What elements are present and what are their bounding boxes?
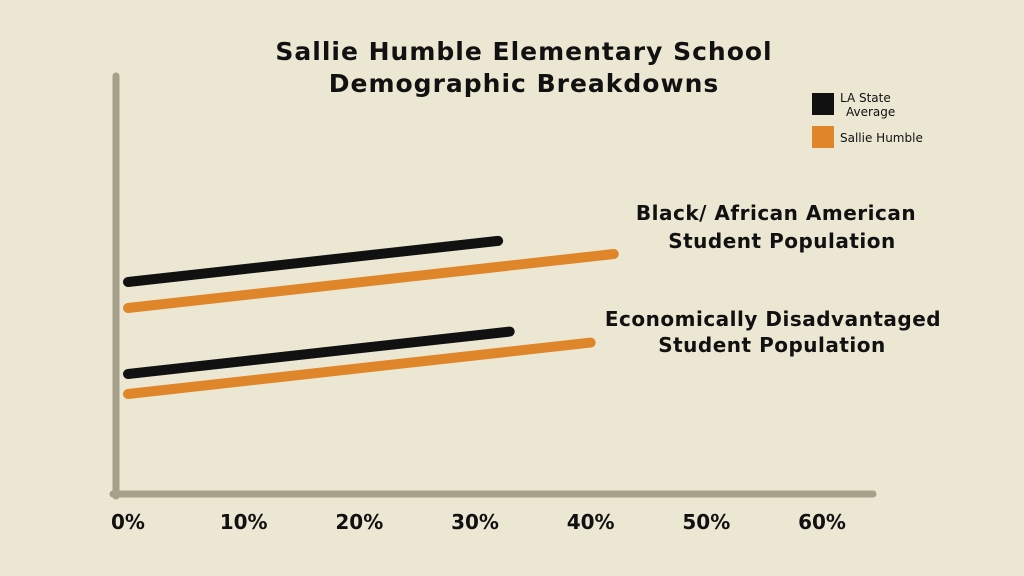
x-tick-label: 20% bbox=[335, 510, 383, 534]
chart-title-line-2: Demographic Breakdowns bbox=[329, 69, 720, 98]
legend-swatch-state-average bbox=[812, 93, 834, 115]
legend-label-sallie-humble: Sallie Humble bbox=[840, 131, 923, 145]
bar-economically-disadvantaged-state-average bbox=[123, 326, 515, 379]
category-label-black-line-1: Black/ African American bbox=[636, 201, 916, 225]
x-tick-label: 10% bbox=[220, 510, 268, 534]
chart-title-line-1: Sallie Humble Elementary School bbox=[275, 37, 772, 66]
legend-label-state-average-line-2: Average bbox=[846, 105, 895, 119]
bar-black-african-american-sallie-humble bbox=[123, 249, 619, 313]
legend-label-state-average-line-1: LA State bbox=[840, 91, 891, 105]
x-tick-label: 40% bbox=[567, 510, 615, 534]
x-tick-label: 60% bbox=[798, 510, 846, 534]
category-label-econ-line-2: Student Population bbox=[658, 333, 886, 357]
legend: LA State Average Sallie Humble bbox=[812, 91, 923, 148]
category-label-black-line-2: Student Population bbox=[668, 229, 896, 253]
legend-swatch-sallie-humble bbox=[812, 126, 834, 148]
category-labels: Black/ African American Student Populati… bbox=[605, 201, 941, 357]
x-tick-label: 50% bbox=[682, 510, 730, 534]
x-tick-label: 30% bbox=[451, 510, 499, 534]
bar-black-african-american-state-average bbox=[123, 235, 504, 287]
category-label-econ-line-1: Economically Disadvantaged bbox=[605, 307, 941, 331]
x-axis-ticks: 0% 10% 20% 30% 40% 50% 60% bbox=[111, 510, 846, 534]
x-tick-label: 0% bbox=[111, 510, 145, 534]
bar-economically-disadvantaged-sallie-humble bbox=[123, 337, 596, 399]
bars bbox=[123, 235, 619, 399]
